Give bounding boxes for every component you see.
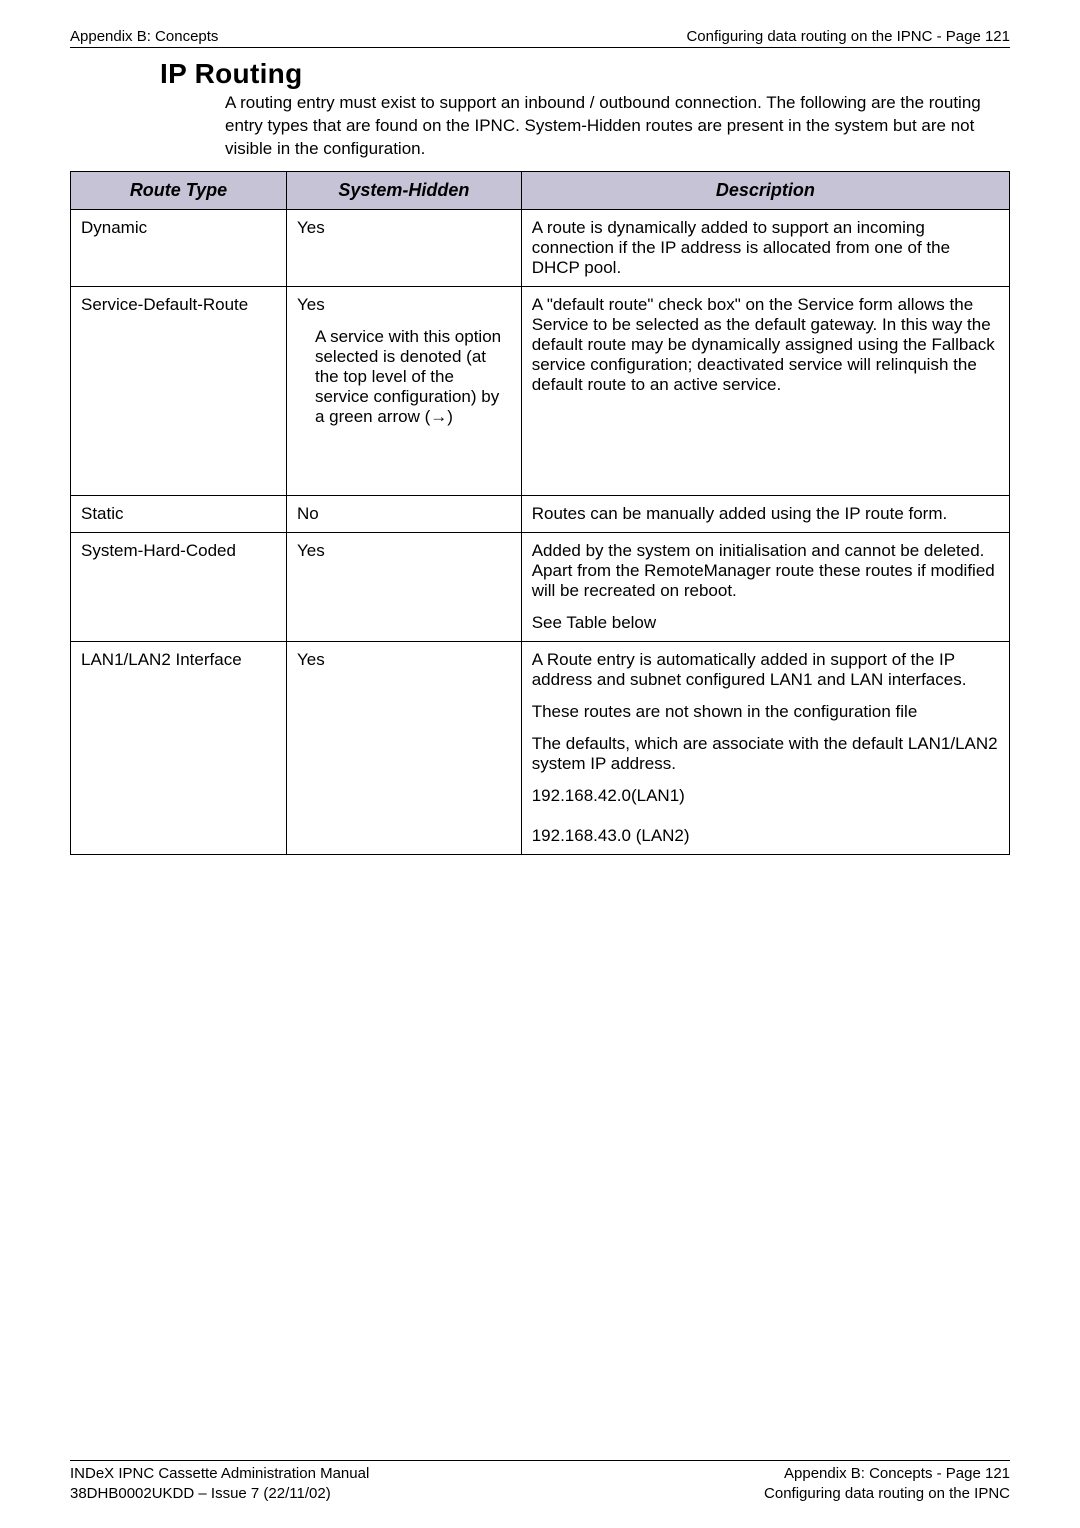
footer-left-line2: 38DHB0002UKDD – Issue 7 (22/11/02) <box>70 1485 331 1502</box>
cell-desc-p1: A Route entry is automatically added in … <box>532 650 967 689</box>
cell-desc-p1: Added by the system on initialisation an… <box>532 541 985 560</box>
cell-desc: Added by the system on initialisation an… <box>521 532 1009 641</box>
bottom-rule <box>70 1460 1010 1461</box>
header-right: Configuring data routing on the IPNC - P… <box>686 28 1010 45</box>
intro-paragraph: A routing entry must exist to support an… <box>225 92 1010 161</box>
header-left: Appendix B: Concepts <box>70 28 218 45</box>
cell-desc: A route is dynamically added to support … <box>521 209 1009 286</box>
cell-system: Yes A service with this option selected … <box>286 286 521 495</box>
cell-desc: A Route entry is automatically added in … <box>521 641 1009 854</box>
cell-system: Yes <box>286 532 521 641</box>
cell-desc-p3: The defaults, which are associate with t… <box>532 734 999 774</box>
footer-right: Appendix B: Concepts - Page 121 Configur… <box>764 1464 1010 1505</box>
cell-desc-p2: Apart from the RemoteManager route these… <box>532 561 995 600</box>
cell-type: LAN1/LAN2 Interface <box>71 641 287 854</box>
cell-desc-p4: 192.168.42.0(LAN1) <box>532 786 999 806</box>
table-row: Dynamic Yes A route is dynamically added… <box>71 209 1010 286</box>
table-header-row: Route Type System-Hidden Description <box>71 171 1010 209</box>
table-row: System-Hard-Coded Yes Added by the syste… <box>71 532 1010 641</box>
cell-desc: A "default route" check box" on the Serv… <box>521 286 1009 495</box>
table-row: Static No Routes can be manually added u… <box>71 495 1010 532</box>
cell-type: Service-Default-Route <box>71 286 287 495</box>
routing-table: Route Type System-Hidden Description Dyn… <box>70 171 1010 855</box>
cell-system: No <box>286 495 521 532</box>
table-row: LAN1/LAN2 Interface Yes A Route entry is… <box>71 641 1010 854</box>
cell-desc-p2: These routes are not shown in the config… <box>532 702 999 722</box>
cell-desc: Routes can be manually added using the I… <box>521 495 1009 532</box>
col-route-type: Route Type <box>71 171 287 209</box>
footer-right-line2: Configuring data routing on the IPNC <box>764 1485 1010 1502</box>
cell-system-lead: Yes <box>297 295 325 314</box>
table-row: Service-Default-Route Yes A service with… <box>71 286 1010 495</box>
cell-type: Dynamic <box>71 209 287 286</box>
cell-system-detail: A service with this option selected is d… <box>297 327 511 427</box>
cell-desc-p3: See Table below <box>532 613 999 633</box>
cell-type: System-Hard-Coded <box>71 532 287 641</box>
col-description: Description <box>521 171 1009 209</box>
footer-left: INDeX IPNC Cassette Administration Manua… <box>70 1464 369 1505</box>
cell-desc-p5: 192.168.43.0 (LAN2) <box>532 826 690 845</box>
cell-type: Static <box>71 495 287 532</box>
top-rule <box>70 47 1010 48</box>
page-title: IP Routing <box>160 58 1010 90</box>
col-system-hidden: System-Hidden <box>286 171 521 209</box>
cell-system: Yes <box>286 641 521 854</box>
footer-left-line1: INDeX IPNC Cassette Administration Manua… <box>70 1465 369 1482</box>
footer-right-line1: Appendix B: Concepts - Page 121 <box>784 1465 1010 1482</box>
cell-system: Yes <box>286 209 521 286</box>
